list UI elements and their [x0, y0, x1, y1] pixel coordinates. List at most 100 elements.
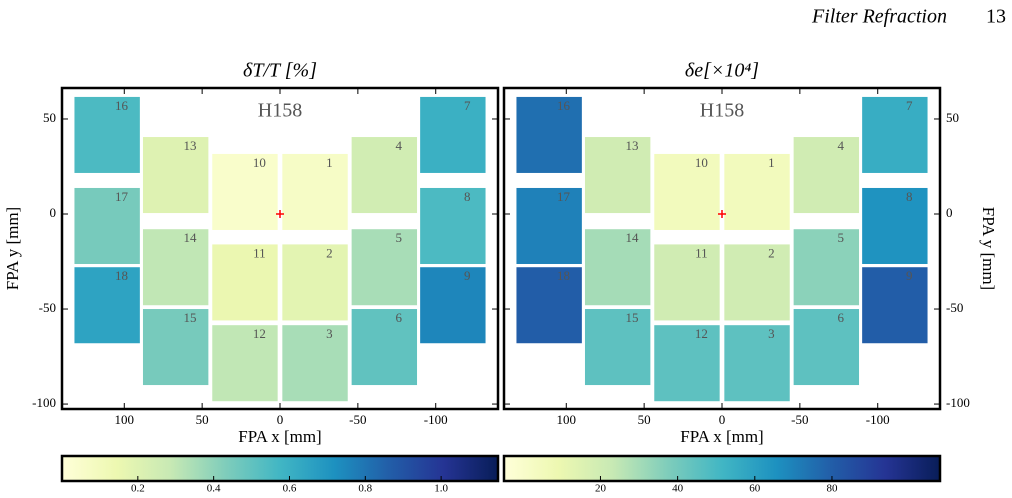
detector [212, 153, 278, 230]
running-title: Filter Refraction [811, 6, 947, 28]
center-marker [276, 210, 284, 219]
colorbar [502, 454, 942, 483]
detector [654, 244, 720, 321]
detector [584, 309, 651, 386]
x-tick-label: 50 [196, 412, 209, 427]
colorbar-tick-label: 20 [595, 483, 607, 495]
detector-number: 12 [695, 326, 708, 341]
detector-number: 10 [253, 155, 266, 170]
colorbar-tick-label: 60 [749, 483, 761, 495]
x-tick-label: -50 [349, 412, 366, 427]
detector [724, 153, 790, 230]
y-tick-label: -100 [32, 395, 56, 410]
y-tick-label: 50 [43, 110, 56, 125]
detector-number: 3 [326, 326, 333, 341]
panel-title: δT/T [%] [243, 60, 317, 82]
detector-number: 3 [768, 326, 775, 341]
detector [654, 153, 720, 230]
detector [724, 244, 790, 321]
detector-number: 9 [906, 268, 913, 283]
detector-number: 13 [184, 138, 197, 153]
x-tick-label: -100 [424, 412, 448, 427]
detector-number: 15 [184, 310, 197, 325]
detector [351, 137, 418, 214]
detector [793, 229, 860, 306]
detector [420, 267, 486, 344]
x-tick-label: -100 [866, 412, 890, 427]
x-tick-label: 50 [638, 412, 651, 427]
x-axis-label: FPA x [mm] [238, 427, 321, 446]
x-tick-label: 0 [719, 412, 726, 427]
x-tick-label: 100 [557, 412, 577, 427]
detector-number: 2 [326, 245, 333, 260]
colorbar-tick-label: 40 [672, 483, 684, 495]
detector-number: 18 [557, 268, 570, 283]
y-axis-label: FPA y [mm] [979, 207, 998, 290]
detector [74, 96, 140, 173]
x-tick-label: 100 [115, 412, 135, 427]
colorbar [60, 454, 500, 483]
y-tick-label: -50 [946, 300, 963, 315]
detector [584, 137, 651, 214]
detector-number: 14 [184, 230, 198, 245]
detector-number: 16 [557, 98, 571, 113]
detector [516, 267, 582, 344]
detector [584, 229, 651, 306]
page-number: 13 [986, 6, 1006, 28]
detector-number: 5 [395, 230, 402, 245]
detector [74, 267, 140, 344]
colorbar-tick-label: 0.8 [358, 483, 372, 495]
x-axis-label: FPA x [mm] [680, 427, 763, 446]
detector-number: 1 [768, 155, 775, 170]
detector-number: 8 [464, 189, 471, 204]
detector-number: 1 [326, 155, 333, 170]
detector-number: 18 [115, 268, 128, 283]
detector-number: 6 [395, 310, 402, 325]
detector [282, 153, 348, 230]
detector-number: 16 [115, 98, 129, 113]
detector-number: 17 [115, 189, 129, 204]
band-label: H158 [258, 100, 302, 122]
detector [862, 187, 928, 264]
detector-number: 11 [253, 245, 266, 260]
y-tick-label: 0 [946, 205, 953, 220]
panel-title: δe[×10⁴] [685, 60, 759, 82]
detector [420, 187, 486, 264]
colorbar-tick-label: 80 [826, 483, 838, 495]
detector-number: 4 [395, 138, 402, 153]
x-tick-label: 0 [277, 412, 284, 427]
detector [282, 325, 348, 402]
detector [516, 96, 582, 173]
detector-number: 10 [695, 155, 708, 170]
detector [793, 137, 860, 214]
detector-number: 2 [768, 245, 775, 260]
detector-number: 7 [906, 98, 913, 113]
colorbar-tick-label: 0.6 [283, 483, 297, 495]
detector [282, 244, 348, 321]
y-tick-label: 50 [946, 110, 959, 125]
detector [654, 325, 720, 402]
x-tick-label: -50 [791, 412, 808, 427]
detector-number: 7 [464, 98, 471, 113]
detector [212, 244, 278, 321]
detector [420, 96, 486, 173]
detector [351, 229, 418, 306]
colorbar-tick-label: 1.0 [434, 483, 448, 495]
detector [724, 325, 790, 402]
colorbar-tick-label: 0.4 [207, 483, 221, 495]
detector [142, 137, 209, 214]
detector-number: 5 [837, 230, 844, 245]
detector-number: 14 [626, 230, 640, 245]
detector [351, 309, 418, 386]
detector [862, 96, 928, 173]
band-label: H158 [700, 100, 744, 122]
y-axis-label: FPA y [mm] [3, 207, 22, 290]
colorbar-tick-label: 0.2 [131, 483, 145, 495]
y-tick-label: -50 [39, 300, 56, 315]
detector [74, 187, 140, 264]
detector-number: 6 [837, 310, 844, 325]
detector [862, 267, 928, 344]
detector-number: 17 [557, 189, 571, 204]
detector [142, 309, 209, 386]
